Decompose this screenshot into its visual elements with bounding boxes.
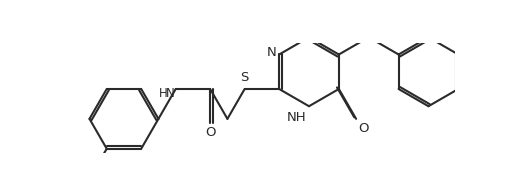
Text: O: O [357,122,367,135]
Text: O: O [205,126,215,139]
Text: N: N [266,46,276,59]
Text: NH: NH [286,111,305,124]
Text: S: S [240,72,248,85]
Text: N: N [166,87,175,100]
Text: H: H [159,87,167,100]
